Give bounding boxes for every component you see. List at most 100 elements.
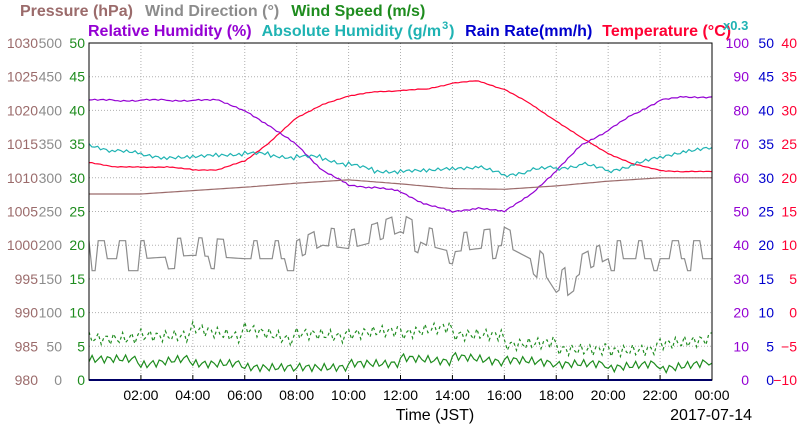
legend-item-7: Temperature (°C): [602, 23, 731, 40]
tick-rain-10: 0: [766, 372, 774, 388]
tick-temperature-8: 0: [789, 305, 797, 321]
axes-layer: 1030102510201015101010051000995990985980…: [7, 35, 797, 403]
x-tick-8: 16:00: [487, 387, 522, 403]
tick-wind-speed-3: 35: [69, 136, 85, 152]
x-tick-12: 00:00: [694, 387, 729, 403]
tick-temperature-4: 20: [781, 170, 797, 186]
tick-temperature-5: 15: [781, 204, 797, 220]
tick-wind-dir-10: 0: [54, 372, 62, 388]
tick-temperature-3: 25: [781, 136, 797, 152]
tick-wind-speed-9: 5: [77, 338, 85, 354]
tick-humidity-8: 20: [733, 305, 749, 321]
tick-wind-dir-9: 50: [46, 338, 62, 354]
x-tick-10: 20:00: [591, 387, 626, 403]
series-layer: [88, 80, 713, 381]
tick-temperature-2: 30: [781, 102, 797, 118]
legend-item-1: Pressure (hPa): [20, 3, 133, 20]
x-tick-7: 14:00: [435, 387, 470, 403]
tick-wind-speed-0: 50: [69, 35, 85, 51]
series-humidity: [88, 95, 713, 213]
tick-wind-dir-0: 500: [39, 35, 63, 51]
tick-rain-7: 15: [758, 271, 774, 287]
tick-temperature-9: −5: [781, 338, 797, 354]
tick-wind-dir-8: 100: [39, 305, 63, 321]
legend-item-6: Rain Rate(mm/h): [465, 23, 592, 40]
tick-wind-dir-4: 300: [39, 170, 63, 186]
tick-rain-3: 35: [758, 136, 774, 152]
tick-rain-4: 30: [758, 170, 774, 186]
tick-wind-speed-5: 25: [69, 204, 85, 220]
tick-temperature-0: 40: [781, 35, 797, 51]
series-wind-dir: [88, 215, 712, 297]
tick-wind-dir-3: 350: [39, 136, 63, 152]
x-tick-11: 22:00: [643, 387, 678, 403]
tick-rain-2: 40: [758, 102, 774, 118]
tick-humidity-2: 80: [733, 102, 749, 118]
tick-wind-speed-2: 40: [69, 102, 85, 118]
tick-wind-dir-1: 450: [39, 69, 63, 85]
x-tick-5: 10:00: [331, 387, 366, 403]
tick-wind-speed-8: 10: [69, 305, 85, 321]
tick-temperature-6: 10: [781, 237, 797, 253]
tick-pressure-6: 1000: [7, 237, 38, 253]
abs-hum-superscript: 3: [442, 20, 448, 32]
tick-humidity-5: 50: [733, 204, 749, 220]
series-abs-humidity: [88, 143, 713, 178]
legend: Pressure (hPa) Wind Direction (°) Wind Spe…: [20, 3, 748, 40]
legend-item-3: Wind Speed (m/s): [291, 3, 425, 20]
tick-humidity-1: 90: [733, 69, 749, 85]
tick-rain-1: 45: [758, 69, 774, 85]
tick-pressure-3: 1015: [7, 136, 38, 152]
series-temperature: [89, 80, 713, 173]
tick-pressure-7: 995: [15, 271, 39, 287]
series-wind-speed-avg: [88, 351, 713, 375]
series-wind-speed: [88, 319, 713, 359]
tick-wind-dir-7: 150: [39, 271, 63, 287]
tick-pressure-1: 1025: [7, 69, 38, 85]
series-pressure: [89, 177, 712, 195]
tick-wind-speed-1: 45: [69, 69, 85, 85]
tick-pressure-5: 1005: [7, 204, 38, 220]
tick-pressure-9: 985: [15, 338, 39, 354]
tick-wind-speed-10: 0: [77, 372, 85, 388]
tick-wind-dir-2: 400: [39, 102, 63, 118]
tick-pressure-2: 1020: [7, 102, 38, 118]
tick-humidity-10: 0: [741, 372, 749, 388]
tick-temperature-1: 35: [781, 69, 797, 85]
tick-pressure-4: 1010: [7, 170, 38, 186]
tick-wind-speed-6: 20: [69, 237, 85, 253]
chart-date: 2017-07-14: [670, 407, 752, 424]
x-tick-2: 04:00: [175, 387, 210, 403]
tick-pressure-8: 990: [15, 305, 39, 321]
tick-humidity-3: 70: [733, 136, 749, 152]
tick-wind-dir-5: 250: [39, 204, 63, 220]
tick-rain-9: 5: [766, 338, 774, 354]
tick-humidity-7: 30: [733, 271, 749, 287]
tick-rain-8: 10: [758, 305, 774, 321]
tick-wind-dir-6: 200: [39, 237, 63, 253]
x-tick-4: 08:00: [279, 387, 314, 403]
tick-rain-0: 50: [758, 35, 774, 51]
tick-rain-5: 25: [758, 204, 774, 220]
legend-item-4: Relative Humidity (%): [88, 23, 252, 40]
x-tick-3: 06:00: [227, 387, 262, 403]
x-tick-6: 12:00: [383, 387, 418, 403]
tick-temperature-7: 5: [789, 271, 797, 287]
tick-humidity-9: 10: [733, 338, 749, 354]
x-tick-1: 02:00: [123, 387, 158, 403]
tick-pressure-0: 1030: [7, 35, 38, 51]
tick-pressure-10: 980: [15, 372, 39, 388]
tick-humidity-6: 40: [733, 237, 749, 253]
abs-hum-close: ): [449, 23, 454, 40]
tick-humidity-0: 100: [726, 35, 750, 51]
x-tick-9: 18:00: [539, 387, 574, 403]
tick-rain-6: 20: [758, 237, 774, 253]
legend-item-5: Absolute Humidity (g/m: [262, 23, 442, 40]
tick-temperature-10: −10: [773, 372, 797, 388]
tick-humidity-4: 60: [733, 170, 749, 186]
tick-wind-speed-7: 15: [69, 271, 85, 287]
x-axis-label: Time (JST): [396, 407, 475, 424]
legend-item-2: Wind Direction (°): [145, 3, 279, 20]
abs-hum-scale-label: x0.3: [723, 18, 748, 33]
